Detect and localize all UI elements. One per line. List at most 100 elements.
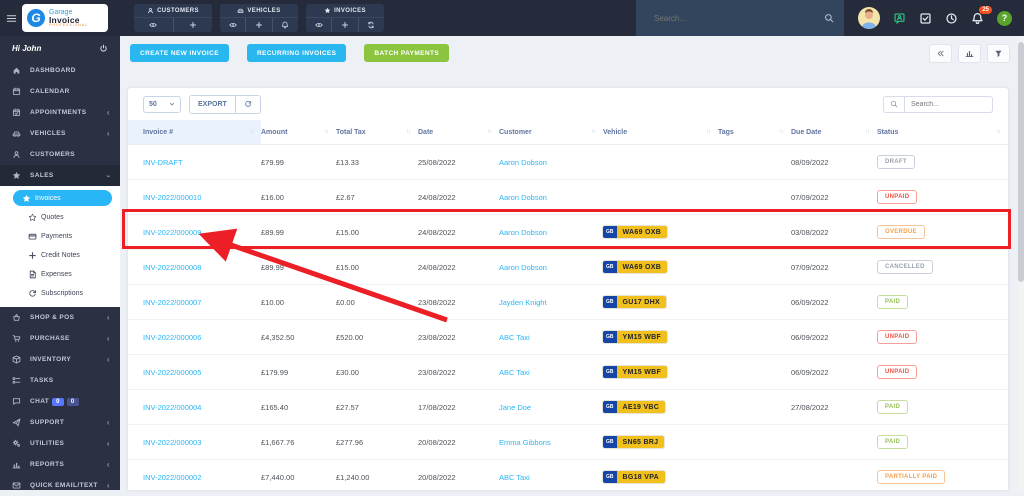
sort-icon[interactable]: ↑↓: [591, 129, 595, 135]
sort-icon[interactable]: ↑↓: [487, 129, 491, 135]
table-row[interactable]: INV-2022/000004£165.40£27.5717/08/2022Ja…: [128, 390, 1008, 425]
customers-eye-button[interactable]: [134, 18, 173, 32]
column-header-date[interactable]: Date↑↓: [418, 120, 499, 144]
column-header-amount[interactable]: Amount↑↓: [261, 120, 336, 144]
vehicle-plate[interactable]: GBBG18 VPA: [603, 471, 665, 483]
export-button[interactable]: EXPORT: [190, 96, 235, 113]
global-search-input[interactable]: [652, 13, 824, 24]
sales-submenu-subscriptions[interactable]: Subscriptions: [0, 284, 120, 303]
sort-icon[interactable]: ↑↓: [706, 129, 710, 135]
clock-icon[interactable]: [945, 12, 958, 25]
scrollbar-track[interactable]: [1018, 36, 1024, 490]
invoice-link[interactable]: INV-2022/000003: [143, 438, 201, 447]
recurring-invoices-button[interactable]: RECURRING INVOICES: [247, 44, 346, 62]
sort-icon[interactable]: ↑↓: [249, 129, 253, 135]
table-row[interactable]: INV-2022/000003£1,667.76£277.9620/08/202…: [128, 425, 1008, 460]
table-row[interactable]: INV-2022/000008£89.99£15.0024/08/2022Aar…: [128, 250, 1008, 285]
vehicle-plate[interactable]: GBWA69 OXB: [603, 226, 667, 238]
customer-kiosk-icon[interactable]: [893, 12, 906, 25]
hamburger-menu-icon[interactable]: [0, 13, 22, 24]
invoice-link[interactable]: INV-2022/000006: [143, 333, 201, 342]
column-header-status[interactable]: Status↑↓: [877, 120, 1008, 144]
logout-power-icon[interactable]: [99, 44, 108, 53]
customer-link[interactable]: Aaron Dobson: [499, 193, 547, 202]
refresh-button[interactable]: [235, 96, 260, 113]
invoice-link[interactable]: INV-DRAFT: [143, 158, 183, 167]
vehicle-plate[interactable]: GBWA69 OXB: [603, 261, 667, 273]
sort-icon[interactable]: ↑↓: [865, 129, 869, 135]
invoices-plus-button[interactable]: [331, 18, 357, 32]
column-header-invoice[interactable]: Invoice #↑↓: [128, 120, 261, 144]
sidebar-item-reports[interactable]: REPORTS‹: [0, 454, 120, 475]
customer-link[interactable]: Jane Doe: [499, 403, 531, 412]
table-row[interactable]: INV-2022/000010£16.00£2.6724/08/2022Aaro…: [128, 180, 1008, 215]
scrollbar-thumb[interactable]: [1018, 42, 1024, 282]
sidebar-item-appointments[interactable]: APPOINTMENTS‹: [0, 102, 120, 123]
invoices-eye-button[interactable]: [306, 18, 331, 32]
sidebar-item-support[interactable]: SUPPORT‹: [0, 412, 120, 433]
sidebar-item-sales[interactable]: SALES‹: [0, 165, 120, 186]
table-row-highlighted[interactable]: INV-2022/000009£89.99£15.0024/08/2022Aar…: [128, 215, 1008, 250]
vehicle-plate[interactable]: GBAE19 VBC: [603, 401, 665, 413]
customer-link[interactable]: Aaron Dobson: [499, 158, 547, 167]
create-new-invoice-button[interactable]: CREATE NEW INVOICE: [130, 44, 229, 62]
customer-link[interactable]: Aaron Dobson: [499, 228, 547, 237]
customer-link[interactable]: ABC Taxi: [499, 473, 530, 482]
sales-submenu-payments[interactable]: Payments: [0, 227, 120, 246]
sidebar-item-inventory[interactable]: INVENTORY‹: [0, 349, 120, 370]
user-avatar[interactable]: [858, 7, 880, 29]
sales-submenu-invoices[interactable]: Invoices: [13, 190, 112, 206]
sort-icon[interactable]: ↑↓: [779, 129, 783, 135]
sort-icon[interactable]: ↑↓: [324, 129, 328, 135]
vehicles-bell-button[interactable]: [272, 18, 298, 32]
table-search-input[interactable]: [905, 96, 993, 113]
vehicles-plus-button[interactable]: [245, 18, 271, 32]
notifications-bell-icon[interactable]: 25: [971, 12, 984, 25]
sidebar-item-shop-pos[interactable]: SHOP & POS‹: [0, 307, 120, 328]
vehicle-plate[interactable]: GBYM15 WBF: [603, 331, 667, 343]
vehicles-eye-button[interactable]: [220, 18, 245, 32]
column-header-tags[interactable]: Tags↑↓: [718, 120, 791, 144]
sidebar-item-tasks[interactable]: TASKS: [0, 370, 120, 391]
table-row[interactable]: INV-2022/000006£4,352.50£520.0023/08/202…: [128, 320, 1008, 355]
invoices-recurring-button[interactable]: [358, 18, 384, 32]
customer-link[interactable]: Aaron Dobson: [499, 263, 547, 272]
table-search-icon[interactable]: [883, 96, 905, 113]
sales-submenu-quotes[interactable]: Quotes: [0, 208, 120, 227]
filter-button[interactable]: [987, 44, 1010, 63]
sidebar-item-dashboard[interactable]: DASHBOARD: [0, 60, 120, 81]
sales-submenu-expenses[interactable]: Expenses: [0, 265, 120, 284]
sidebar-item-utilities[interactable]: UTILITIES‹: [0, 433, 120, 454]
invoice-link[interactable]: INV-2022/000002: [143, 473, 201, 482]
invoice-link[interactable]: INV-2022/000005: [143, 368, 201, 377]
sidebar-item-calendar[interactable]: CALENDAR: [0, 81, 120, 102]
help-icon[interactable]: ?: [997, 11, 1012, 26]
column-header-customer[interactable]: Customer↑↓: [499, 120, 603, 144]
sales-submenu-credit-notes[interactable]: Credit Notes: [0, 246, 120, 265]
page-size-select[interactable]: 50: [143, 96, 181, 113]
table-row[interactable]: INV-DRAFT£79.99£13.3325/08/2022Aaron Dob…: [128, 145, 1008, 180]
column-header-due-date[interactable]: Due Date↑↓: [791, 120, 877, 144]
customer-link[interactable]: ABC Taxi: [499, 368, 530, 377]
vehicle-plate[interactable]: GBGU17 DHX: [603, 296, 666, 308]
invoice-link[interactable]: INV-2022/000007: [143, 298, 201, 307]
customers-plus-button[interactable]: [173, 18, 213, 32]
sidebar-item-vehicles[interactable]: VEHICLES‹: [0, 123, 120, 144]
sidebar-item-customers[interactable]: CUSTOMERS: [0, 144, 120, 165]
sort-icon[interactable]: ↑↓: [406, 129, 410, 135]
vehicle-plate[interactable]: GBSN65 BRJ: [603, 436, 664, 448]
tasks-check-icon[interactable]: [919, 12, 932, 25]
chart-view-button[interactable]: [958, 44, 981, 63]
sidebar-item-quick-email-text[interactable]: QUICK EMAIL/TEXT‹: [0, 475, 120, 496]
customer-link[interactable]: Emma Gibbons: [499, 438, 551, 447]
invoice-link[interactable]: INV-2022/000010: [143, 193, 201, 202]
invoice-link[interactable]: INV-2022/000004: [143, 403, 201, 412]
invoice-link[interactable]: INV-2022/000008: [143, 263, 201, 272]
table-row[interactable]: INV-2022/000007£10.00£0.0023/08/2022Jayd…: [128, 285, 1008, 320]
sort-icon[interactable]: ↑↓: [996, 129, 1000, 135]
collapse-button[interactable]: [929, 44, 952, 63]
customer-link[interactable]: Jayden Knight: [499, 298, 547, 307]
vehicle-plate[interactable]: GBYM15 WBF: [603, 366, 667, 378]
app-logo[interactable]: G Garage Invoice PROFESSIONAL: [22, 4, 108, 32]
search-icon[interactable]: [824, 13, 834, 23]
